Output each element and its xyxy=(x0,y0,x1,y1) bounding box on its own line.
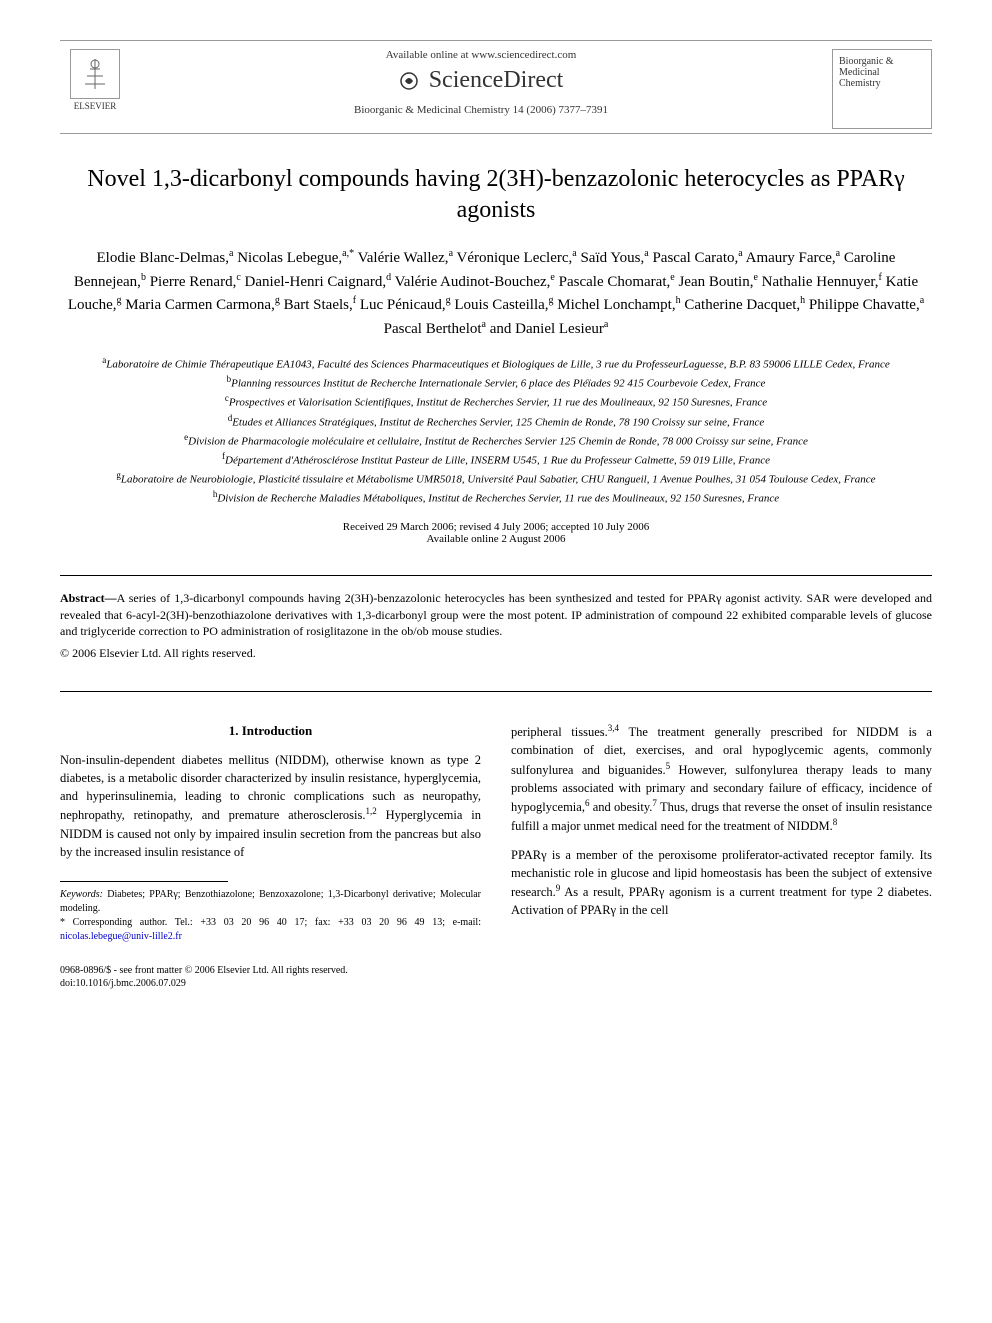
intro-paragraph-2: peripheral tissues.3,4 The treatment gen… xyxy=(511,722,932,835)
header-divider xyxy=(60,133,932,134)
left-column: 1. Introduction Non-insulin-dependent di… xyxy=(60,722,481,944)
footnotes-block: Keywords: Diabetes; PPARγ; Benzothiazolo… xyxy=(60,888,481,944)
article-title: Novel 1,3-dicarbonyl compounds having 2(… xyxy=(60,164,932,226)
keywords-label: Keywords: xyxy=(60,889,103,900)
affiliation-line: cProspectives et Valorisation Scientifiq… xyxy=(60,392,932,411)
affiliation-line: gLaboratoire de Neurobiologie, Plasticit… xyxy=(60,469,932,488)
authors-block: Elodie Blanc-Delmas,a Nicolas Lebegue,a,… xyxy=(60,246,932,340)
affiliation-line: aLaboratoire de Chimie Thérapeutique EA1… xyxy=(60,354,932,373)
elsevier-label: ELSEVIER xyxy=(74,101,117,111)
footnote-divider xyxy=(60,881,228,882)
elsevier-logo: ELSEVIER xyxy=(60,49,130,111)
affiliation-line: bPlanning ressources Institut de Recherc… xyxy=(60,373,932,392)
journal-box-line3: Chemistry xyxy=(839,78,925,89)
sciencedirect-logo: ScienceDirect xyxy=(130,67,832,94)
keywords-line: Keywords: Diabetes; PPARγ; Benzothiazolo… xyxy=(60,888,481,916)
center-header: Available online at www.sciencedirect.co… xyxy=(130,49,832,116)
abstract-copyright: © 2006 Elsevier Ltd. All rights reserved… xyxy=(60,646,932,661)
corresponding-text: * Corresponding author. Tel.: +33 03 20 … xyxy=(60,917,481,928)
intro-paragraph-3: PPARγ is a member of the peroxisome prol… xyxy=(511,846,932,920)
dates-block: Received 29 March 2006; revised 4 July 2… xyxy=(60,521,932,545)
journal-box-line1: Bioorganic & xyxy=(839,56,925,67)
elsevier-tree-icon xyxy=(70,49,120,99)
affiliation-line: eDivision de Pharmacologie moléculaire e… xyxy=(60,431,932,450)
journal-box-line2: Medicinal xyxy=(839,67,925,78)
journal-reference: Bioorganic & Medicinal Chemistry 14 (200… xyxy=(130,104,832,116)
available-date: Available online 2 August 2006 xyxy=(60,533,932,545)
abstract-bottom-rule xyxy=(60,691,932,692)
sciencedirect-icon xyxy=(399,71,419,91)
sciencedirect-text: ScienceDirect xyxy=(429,67,564,93)
available-online-text: Available online at www.sciencedirect.co… xyxy=(130,49,832,61)
affiliation-line: hDivision de Recherche Maladies Métaboli… xyxy=(60,488,932,507)
journal-cover-box: Bioorganic & Medicinal Chemistry xyxy=(832,49,932,129)
abstract-text: A series of 1,3-dicarbonyl compounds hav… xyxy=(60,591,932,639)
keywords-text: Diabetes; PPARγ; Benzothiazolone; Benzox… xyxy=(60,889,481,914)
doi-line: doi:10.1016/j.bmc.2006.07.029 xyxy=(60,977,932,990)
affiliations-block: aLaboratoire de Chimie Thérapeutique EA1… xyxy=(60,354,932,506)
section-heading-intro: 1. Introduction xyxy=(60,722,481,741)
corresponding-line: * Corresponding author. Tel.: +33 03 20 … xyxy=(60,916,481,944)
abstract-top-rule xyxy=(60,575,932,576)
affiliation-line: dEtudes et Alliances Stratégiques, Insti… xyxy=(60,412,932,431)
abstract-block: Abstract—A series of 1,3-dicarbonyl comp… xyxy=(60,590,932,640)
abstract-label: Abstract— xyxy=(60,591,117,605)
affiliation-line: fDépartement d'Athérosclérose Institut P… xyxy=(60,450,932,469)
received-date: Received 29 March 2006; revised 4 July 2… xyxy=(60,521,932,533)
right-column: peripheral tissues.3,4 The treatment gen… xyxy=(511,722,932,944)
issn-line: 0968-0896/$ - see front matter © 2006 El… xyxy=(60,964,932,977)
intro-paragraph-1: Non-insulin-dependent diabetes mellitus … xyxy=(60,751,481,861)
body-columns: 1. Introduction Non-insulin-dependent di… xyxy=(60,722,932,944)
page-header: ELSEVIER Available online at www.science… xyxy=(60,40,932,129)
corresponding-email-link[interactable]: nicolas.lebegue@univ-lille2.fr xyxy=(60,931,182,942)
bottom-bar: 0968-0896/$ - see front matter © 2006 El… xyxy=(60,964,932,990)
